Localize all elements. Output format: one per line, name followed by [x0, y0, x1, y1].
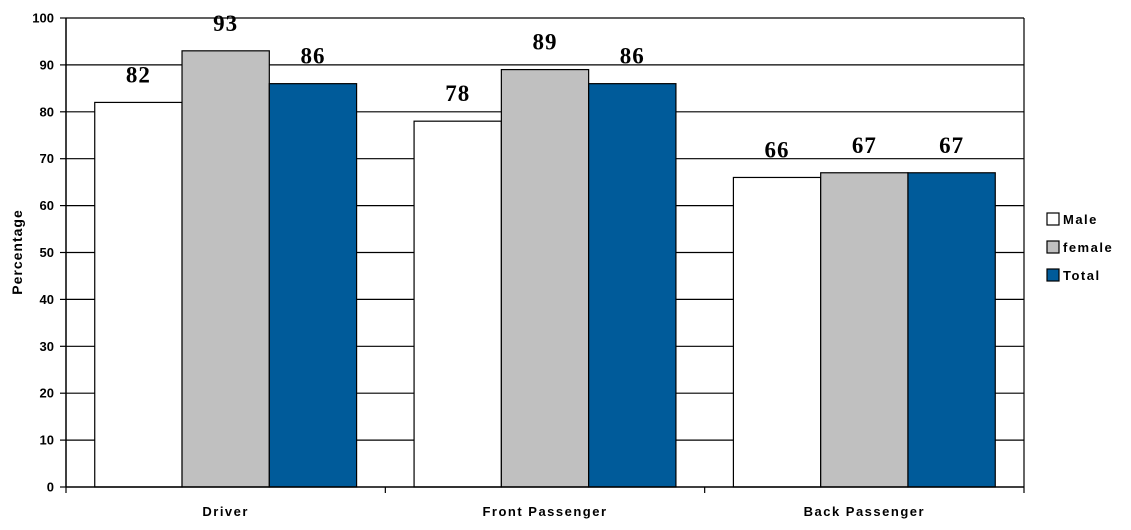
legend-swatch-male: [1046, 212, 1060, 226]
bar-female-2: [500, 68, 590, 488]
y-tick-label: 40: [40, 292, 54, 307]
y-tick-label: 100: [32, 11, 54, 26]
x-category-label: Driver: [202, 504, 249, 519]
x-category-labels: Driver Front Passenger Back Passenger: [202, 504, 925, 519]
data-label: 67: [939, 133, 964, 158]
legend: Male female Total: [1046, 212, 1113, 283]
y-tick-label: 10: [40, 433, 54, 448]
data-label: 66: [765, 137, 790, 162]
data-label: 89: [533, 30, 558, 55]
data-label: 82: [126, 62, 151, 87]
data-label: 93: [213, 11, 238, 36]
legend-swatch-female: [1046, 240, 1060, 254]
y-tick-label: 0: [47, 480, 54, 495]
y-tick-label: 20: [40, 386, 54, 401]
bars: [94, 50, 996, 488]
legend-swatch-total: [1046, 268, 1060, 282]
y-tick-label: 60: [40, 198, 54, 213]
y-tick-labels: 0 10 20 30 40 50 60 70 80 90 100: [32, 11, 54, 495]
data-labels: 82 93 86 78 89 86 66 67 67: [126, 11, 964, 163]
bar-male-1: [94, 101, 183, 488]
x-category-label: Back Passenger: [804, 504, 925, 519]
y-tick-label: 30: [40, 339, 54, 354]
axes: [60, 17, 1025, 493]
data-label: 86: [300, 44, 325, 69]
bar-total-2: [588, 83, 677, 488]
bar-female-3: [820, 172, 909, 488]
y-axis-label: Percentage: [9, 209, 25, 294]
data-label: 67: [852, 133, 877, 158]
y-tick-label: 70: [40, 151, 54, 166]
legend-label-total: Total: [1063, 268, 1101, 283]
y-tick-label: 90: [40, 57, 54, 72]
bar-total-3: [907, 172, 996, 488]
legend-label-female: female: [1063, 240, 1113, 255]
bar-male-3: [732, 176, 822, 488]
y-tick-label: 50: [40, 245, 54, 260]
x-category-label: Front Passenger: [482, 504, 607, 519]
legend-label-male: Male: [1063, 212, 1098, 227]
bar-male-2: [413, 120, 502, 488]
data-label: 78: [445, 81, 470, 106]
y-tick-label: 80: [40, 104, 54, 119]
bar-female-1: [181, 50, 270, 488]
data-label: 86: [620, 44, 645, 69]
bar-total-1: [268, 83, 358, 488]
